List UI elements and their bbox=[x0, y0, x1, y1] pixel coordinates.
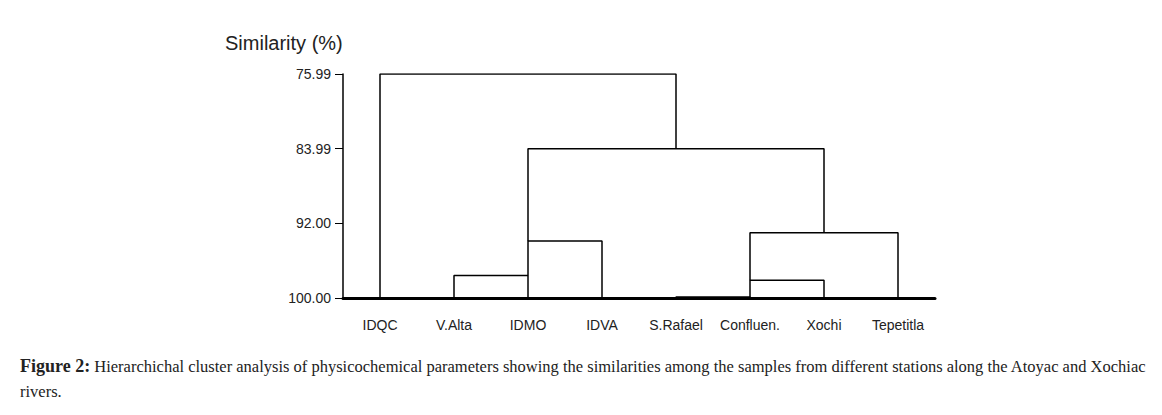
svg-text:Confluen.: Confluen. bbox=[720, 317, 780, 333]
svg-text:S.Rafael: S.Rafael bbox=[649, 317, 703, 333]
svg-text:IDMO: IDMO bbox=[510, 317, 547, 333]
svg-text:Xochi: Xochi bbox=[806, 317, 841, 333]
svg-text:V.Alta: V.Alta bbox=[436, 317, 472, 333]
svg-text:IDVA: IDVA bbox=[586, 317, 618, 333]
svg-text:75.99: 75.99 bbox=[296, 66, 331, 82]
svg-text:Tepetitla: Tepetitla bbox=[872, 317, 924, 333]
svg-text:Similarity (%): Similarity (%) bbox=[225, 32, 343, 54]
html-text:Figure 2: Hierarchichal cluste: Figure 2: Hierarchichal cluster analysis… bbox=[20, 356, 1146, 401]
svg-text:100.00: 100.00 bbox=[288, 290, 331, 306]
svg-text:IDQC: IDQC bbox=[363, 317, 398, 333]
svg-text:83.99: 83.99 bbox=[296, 141, 331, 157]
svg-text:92.00: 92.00 bbox=[296, 215, 331, 231]
